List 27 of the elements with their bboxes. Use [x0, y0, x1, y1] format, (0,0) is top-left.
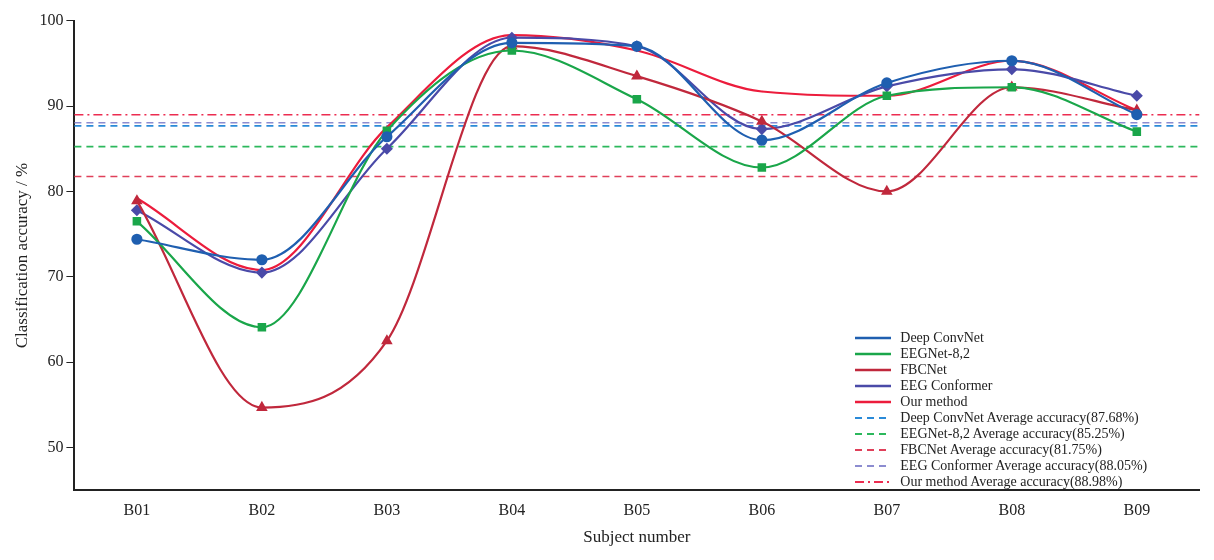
x-tick-label: B07 [873, 501, 901, 519]
legend-label: EEGNet-8,2 [900, 345, 970, 362]
legend-label: EEG Conformer Average accuracy(88.05%) [900, 457, 1148, 474]
y-tick-label: 90 [47, 96, 64, 114]
x-tick-label: B02 [248, 501, 276, 519]
x-tick-label: B03 [373, 501, 401, 519]
x-tick-label: B04 [498, 501, 526, 519]
x-tick-label: B01 [123, 501, 151, 519]
legend-label: Our method [900, 393, 968, 410]
legend-label: Our method Average accuracy(88.98%) [900, 473, 1123, 490]
y-axis-title: Classification accuracy / % [11, 162, 31, 349]
legend-label: EEGNet-8,2 Average accuracy(85.25%) [900, 425, 1125, 442]
y-tick-label: 50 [47, 437, 64, 455]
legend-label: FBCNet Average accuracy(81.75%) [900, 441, 1102, 458]
x-tick-label: B06 [748, 501, 776, 519]
y-tick-label: 70 [47, 267, 64, 285]
x-tick-label: B09 [1123, 501, 1151, 519]
y-tick-label: 60 [47, 352, 64, 370]
y-tick-label: 100 [39, 10, 64, 28]
legend-label: Deep ConvNet [900, 329, 984, 346]
x-axis-title: Subject number [583, 527, 691, 547]
legend-label: FBCNet [900, 361, 947, 378]
y-tick-label: 80 [47, 181, 64, 199]
x-tick-label: B05 [623, 501, 651, 519]
legend-label: EEG Conformer [900, 377, 993, 394]
legend-label: Deep ConvNet Average accuracy(87.68%) [900, 409, 1139, 426]
x-tick-label: B08 [998, 501, 1026, 519]
